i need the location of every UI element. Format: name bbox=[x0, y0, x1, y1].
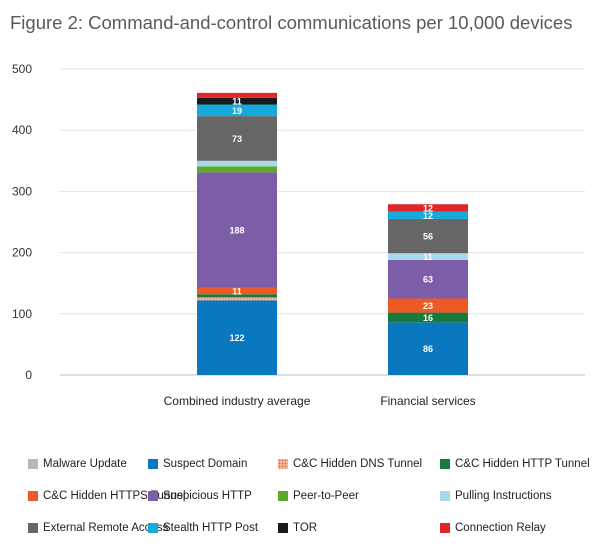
legend-label: C&C Hidden HTTP Tunnel bbox=[455, 458, 590, 470]
bar-segment bbox=[197, 287, 277, 295]
bar-segment bbox=[197, 166, 277, 173]
legend-swatch bbox=[28, 491, 38, 501]
legend-item: Malware Update bbox=[28, 458, 127, 470]
bar-segment bbox=[197, 97, 277, 105]
legend-swatch bbox=[148, 523, 158, 533]
bar-segment bbox=[197, 172, 277, 288]
legend-swatch bbox=[440, 491, 450, 501]
legend-swatch bbox=[440, 459, 450, 469]
x-category-label: Combined industry average bbox=[164, 394, 311, 408]
data-label: 73 bbox=[232, 134, 242, 144]
y-tick-label: 0 bbox=[25, 368, 32, 382]
bar-segment bbox=[388, 204, 468, 212]
legend-item: Suspicious HTTP bbox=[148, 490, 252, 502]
bar-segment bbox=[388, 253, 468, 260]
bar-segment bbox=[388, 298, 468, 313]
data-label: 86 bbox=[423, 344, 433, 354]
data-label: 11 bbox=[423, 252, 433, 262]
data-label: 12 bbox=[423, 203, 433, 213]
legend-label: External Remote Access bbox=[43, 522, 169, 534]
data-label: 63 bbox=[423, 275, 433, 285]
y-tick-label: 300 bbox=[12, 184, 32, 198]
legend-item: Connection Relay bbox=[440, 522, 546, 534]
legend-swatch bbox=[440, 523, 450, 533]
y-tick-label: 500 bbox=[12, 62, 32, 76]
legend-swatch bbox=[278, 459, 288, 469]
chart-title: Figure 2: Command-and-control communicat… bbox=[10, 12, 573, 33]
bar-segment bbox=[197, 104, 277, 117]
bar-segment bbox=[197, 300, 277, 375]
x-category-label: Financial services bbox=[380, 394, 475, 408]
y-tick-label: 400 bbox=[12, 123, 32, 137]
bar-segment bbox=[388, 312, 468, 323]
legend-label: Pulling Instructions bbox=[455, 490, 552, 502]
legend-label: TOR bbox=[293, 522, 318, 534]
bar-segment bbox=[197, 160, 277, 167]
bar-segment bbox=[388, 211, 468, 219]
bar-segment bbox=[388, 322, 468, 375]
data-label: 11 bbox=[232, 286, 242, 296]
legend-item: Peer-to-Peer bbox=[278, 490, 359, 502]
data-label: 23 bbox=[423, 301, 433, 311]
legend-label: Stealth HTTP Post bbox=[163, 522, 259, 534]
legend-label: Suspect Domain bbox=[163, 458, 248, 470]
legend-label: Malware Update bbox=[43, 458, 127, 470]
data-label: 188 bbox=[229, 225, 244, 235]
legend-swatch bbox=[148, 491, 158, 501]
legend-swatch bbox=[28, 459, 38, 469]
bar-segment bbox=[197, 297, 277, 301]
data-label: 12 bbox=[423, 211, 433, 221]
y-tick-label: 200 bbox=[12, 246, 32, 260]
bar-segment bbox=[197, 92, 277, 98]
data-label: 16 bbox=[423, 313, 433, 323]
legend-label: Peer-to-Peer bbox=[293, 490, 359, 502]
bar-segment bbox=[197, 116, 277, 161]
legend-item: TOR bbox=[278, 522, 317, 534]
data-label: 11 bbox=[232, 97, 242, 107]
legend-label: C&C Hidden DNS Tunnel bbox=[293, 458, 423, 470]
legend-item: C&C Hidden HTTP Tunnel bbox=[440, 458, 590, 470]
legend-item: Suspect Domain bbox=[148, 458, 247, 470]
legend-item: Stealth HTTP Post bbox=[148, 522, 258, 534]
legend-swatch bbox=[28, 523, 38, 533]
bar-segment bbox=[388, 259, 468, 299]
data-label: 122 bbox=[229, 333, 244, 343]
legend-swatch bbox=[148, 459, 158, 469]
legend-label: Connection Relay bbox=[455, 522, 546, 534]
data-label: 56 bbox=[423, 232, 433, 242]
bar-segment bbox=[388, 218, 468, 254]
legend-swatch bbox=[278, 523, 288, 533]
data-label: 19 bbox=[232, 106, 242, 116]
y-tick-label: 100 bbox=[12, 307, 32, 321]
legend-item: C&C Hidden DNS Tunnel bbox=[278, 458, 422, 470]
legend-item: External Remote Access bbox=[28, 522, 168, 534]
legend-item: Pulling Instructions bbox=[440, 490, 552, 502]
legend-swatch bbox=[278, 491, 288, 501]
bar-segment bbox=[197, 294, 277, 298]
legend-label: Suspicious HTTP bbox=[163, 490, 252, 502]
